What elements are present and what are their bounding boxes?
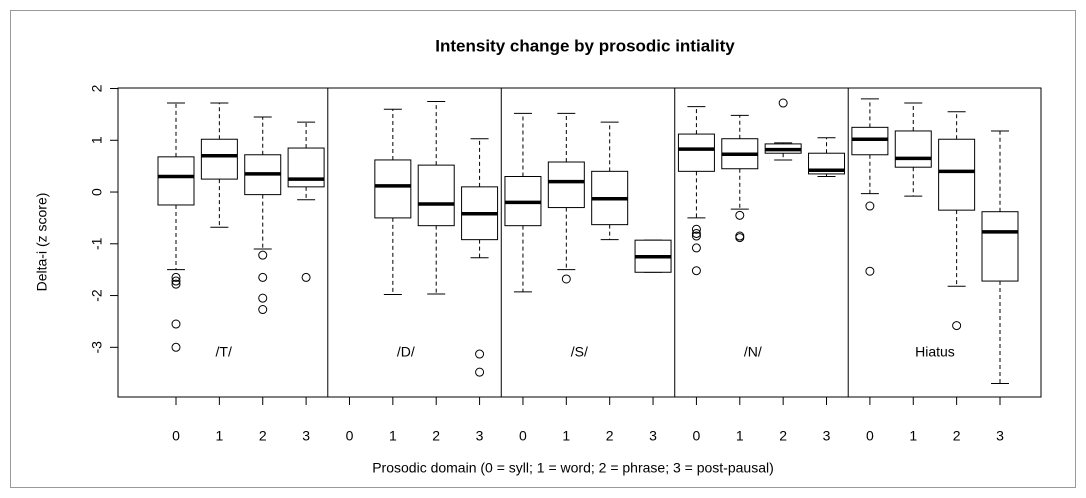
outlier [735, 210, 745, 220]
y-tick-label: 1 [89, 136, 105, 144]
box [851, 126, 889, 156]
box [677, 133, 715, 172]
x-tick-label: 3 [823, 428, 831, 444]
outlier [691, 266, 701, 276]
outlier [561, 274, 571, 284]
outlier [171, 319, 181, 329]
box [417, 164, 455, 227]
outlier [691, 228, 701, 238]
outlier [171, 276, 181, 286]
box [981, 211, 1019, 282]
outlier [171, 272, 181, 282]
x-tick-label: 0 [693, 428, 701, 444]
box [200, 138, 238, 180]
x-tick-label: 2 [779, 428, 787, 444]
outlier [258, 305, 268, 315]
y-axis-label: Delta-i (z score) [34, 193, 50, 292]
outlier [258, 272, 268, 282]
group-label: /N/ [744, 344, 762, 360]
x-tick-label: 3 [476, 428, 484, 444]
chart-title: Intensity change by prosodic intiality [435, 36, 735, 55]
box [938, 138, 976, 211]
box [374, 159, 412, 219]
x-tick-label: 0 [346, 428, 354, 444]
group-label: /D/ [397, 344, 415, 360]
outlier [952, 321, 962, 331]
box [547, 161, 585, 209]
x-tick-label: 0 [866, 428, 874, 444]
x-tick-label: 2 [259, 428, 267, 444]
outlier [171, 279, 181, 289]
frame [10, 10, 1076, 488]
box [287, 147, 325, 188]
group-label: /T/ [216, 344, 232, 360]
x-tick-label: 0 [519, 428, 527, 444]
group-label: Hiatus [915, 344, 955, 360]
x-tick-label: 2 [432, 428, 440, 444]
outlier [735, 233, 745, 243]
outlier [258, 250, 268, 260]
box [157, 156, 195, 206]
box [894, 130, 932, 168]
outlier [865, 266, 875, 276]
x-tick-label: 3 [996, 428, 1004, 444]
x-axis-label: Prosodic domain (0 = syll; 1 = word; 2 =… [372, 460, 774, 476]
plot-area [117, 87, 1042, 398]
group-label: /S/ [571, 344, 588, 360]
outlier [258, 293, 268, 303]
outlier [301, 272, 311, 282]
x-tick-label: 0 [172, 428, 180, 444]
y-tick-label: 2 [89, 84, 105, 92]
y-tick-label: -2 [89, 289, 105, 302]
outlier [778, 98, 788, 108]
x-tick-label: 1 [389, 428, 397, 444]
outlier [475, 367, 485, 377]
x-tick-label: 1 [736, 428, 744, 444]
x-tick-label: 2 [953, 428, 961, 444]
outlier [691, 231, 701, 241]
outlier [171, 342, 181, 352]
y-tick-label: -3 [89, 341, 105, 354]
y-tick-label: 0 [89, 188, 105, 196]
x-tick-label: 1 [215, 428, 223, 444]
outlier [475, 349, 485, 359]
outlier [691, 224, 701, 234]
x-tick-label: 3 [649, 428, 657, 444]
x-tick-label: 2 [606, 428, 614, 444]
x-tick-label: 1 [562, 428, 570, 444]
outlier [691, 243, 701, 253]
outlier [865, 201, 875, 211]
x-tick-label: 3 [302, 428, 310, 444]
y-tick-label: -1 [89, 237, 105, 250]
x-tick-label: 1 [909, 428, 917, 444]
